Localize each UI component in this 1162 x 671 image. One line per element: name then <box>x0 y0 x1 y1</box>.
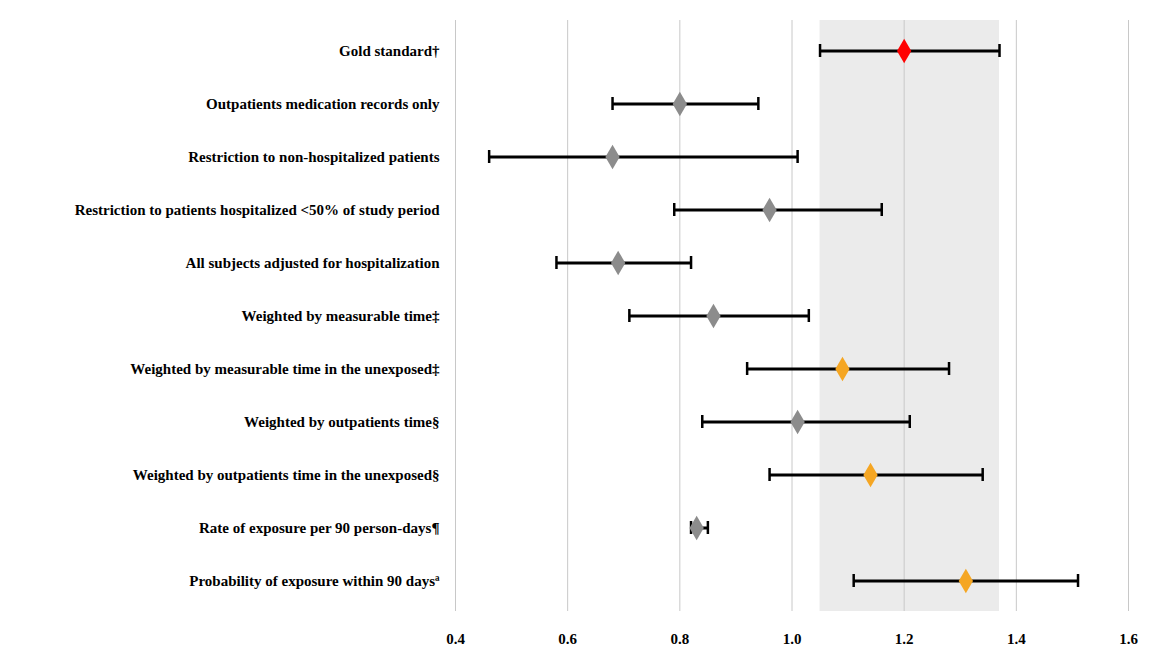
svg-text:1.6: 1.6 <box>1119 631 1138 647</box>
svg-text:1.2: 1.2 <box>895 631 914 647</box>
svg-text:Gold standard†: Gold standard† <box>339 43 440 59</box>
svg-text:0.4: 0.4 <box>446 631 465 647</box>
svg-text:Restriction to non-hospitalize: Restriction to non-hospitalized patients <box>188 149 439 165</box>
svg-text:Weighted by outpatients time i: Weighted by outpatients time in the unex… <box>133 467 440 483</box>
svg-text:Weighted by measurable time in: Weighted by measurable time in the unexp… <box>130 361 440 377</box>
svg-text:Weighted by measurable time‡: Weighted by measurable time‡ <box>242 308 440 324</box>
svg-text:Probability of exposure within: Probability of exposure within 90 daysª <box>189 573 440 589</box>
svg-text:0.8: 0.8 <box>670 631 689 647</box>
svg-text:1.4: 1.4 <box>1007 631 1026 647</box>
svg-text:0.6: 0.6 <box>558 631 577 647</box>
svg-text:Weighted by outpatients time§: Weighted by outpatients time§ <box>244 414 439 430</box>
svg-text:Outpatients medication records: Outpatients medication records only <box>206 96 440 112</box>
svg-text:All subjects adjusted for hosp: All subjects adjusted for hospitalizatio… <box>186 255 441 271</box>
svg-text:Restriction to patients hospit: Restriction to patients hospitalized <50… <box>75 202 440 218</box>
svg-text:1.0: 1.0 <box>783 631 802 647</box>
svg-text:Rate of exposure per 90 person: Rate of exposure per 90 person-days¶ <box>199 520 439 536</box>
